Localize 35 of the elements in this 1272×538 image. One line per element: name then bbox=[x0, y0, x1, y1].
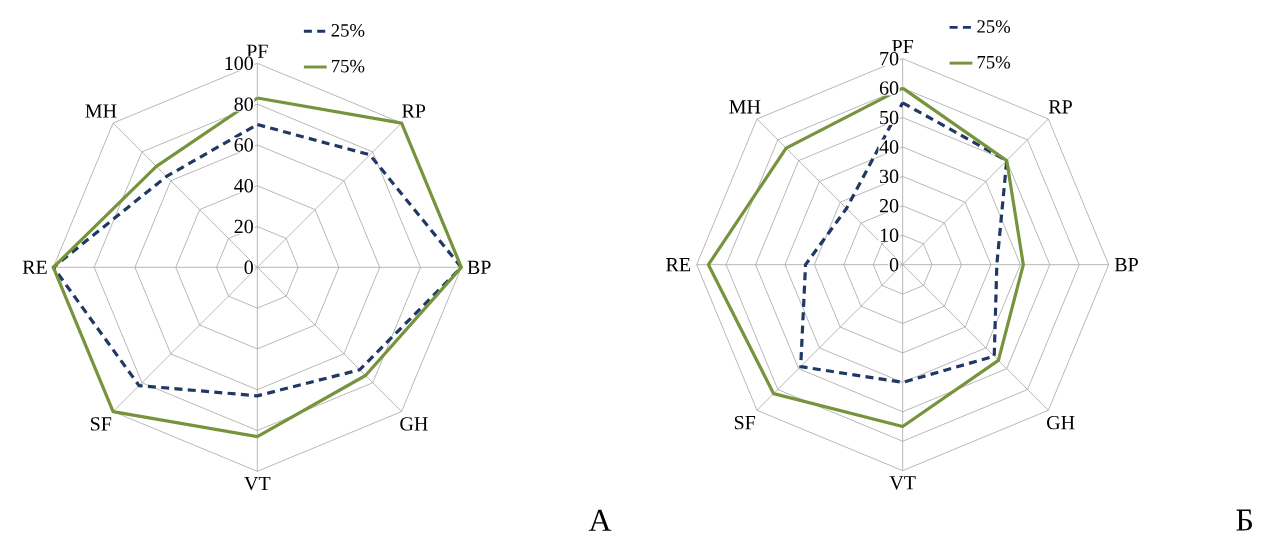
spoke-label: RP bbox=[402, 104, 426, 118]
text: Б bbox=[1236, 509, 1252, 531]
y-tick-label: 50 bbox=[880, 110, 899, 125]
spoke-label: RP bbox=[1048, 100, 1072, 114]
spoke-label: BP bbox=[1114, 258, 1138, 272]
spoke-label: BP bbox=[467, 260, 491, 274]
spoke-label: RE bbox=[666, 258, 691, 272]
y-tick-label: 60 bbox=[879, 81, 899, 95]
spoke-label: VT bbox=[889, 476, 916, 490]
y-tick-label: 10 bbox=[880, 228, 899, 242]
spoke-label: GH bbox=[400, 417, 428, 431]
spoke-label: MH bbox=[729, 100, 761, 114]
y-tick-label: 100 bbox=[225, 56, 253, 71]
y-tick-label: 20 bbox=[879, 199, 899, 213]
spoke-label: SF bbox=[734, 415, 756, 430]
y-tick-label: 0 bbox=[244, 260, 253, 275]
legend-label: 25% bbox=[331, 24, 365, 37]
legend-label: 25% bbox=[977, 20, 1011, 33]
y-tick-label: 20 bbox=[234, 219, 253, 234]
y-tick-label: 0 bbox=[889, 257, 899, 272]
spoke-label: RE bbox=[22, 260, 47, 274]
spoke-label: PF bbox=[892, 39, 914, 54]
spoke-label: VT bbox=[244, 476, 271, 491]
y-tick-label: 60 bbox=[234, 138, 253, 152]
y-tick-label: 30 bbox=[880, 169, 899, 184]
y-tick-label: 40 bbox=[879, 140, 899, 154]
y-tick-label: 70 bbox=[880, 51, 899, 66]
text: A bbox=[588, 509, 612, 531]
legend-label: 75% bbox=[332, 59, 365, 73]
spoke-label: GH bbox=[1047, 415, 1075, 430]
y-tick-label: 80 bbox=[234, 97, 253, 111]
legend-label: 75% bbox=[977, 55, 1011, 69]
spoke-label: SF bbox=[90, 417, 112, 431]
y-tick-label: 40 bbox=[234, 178, 253, 193]
spoke-label: MH bbox=[85, 104, 117, 118]
